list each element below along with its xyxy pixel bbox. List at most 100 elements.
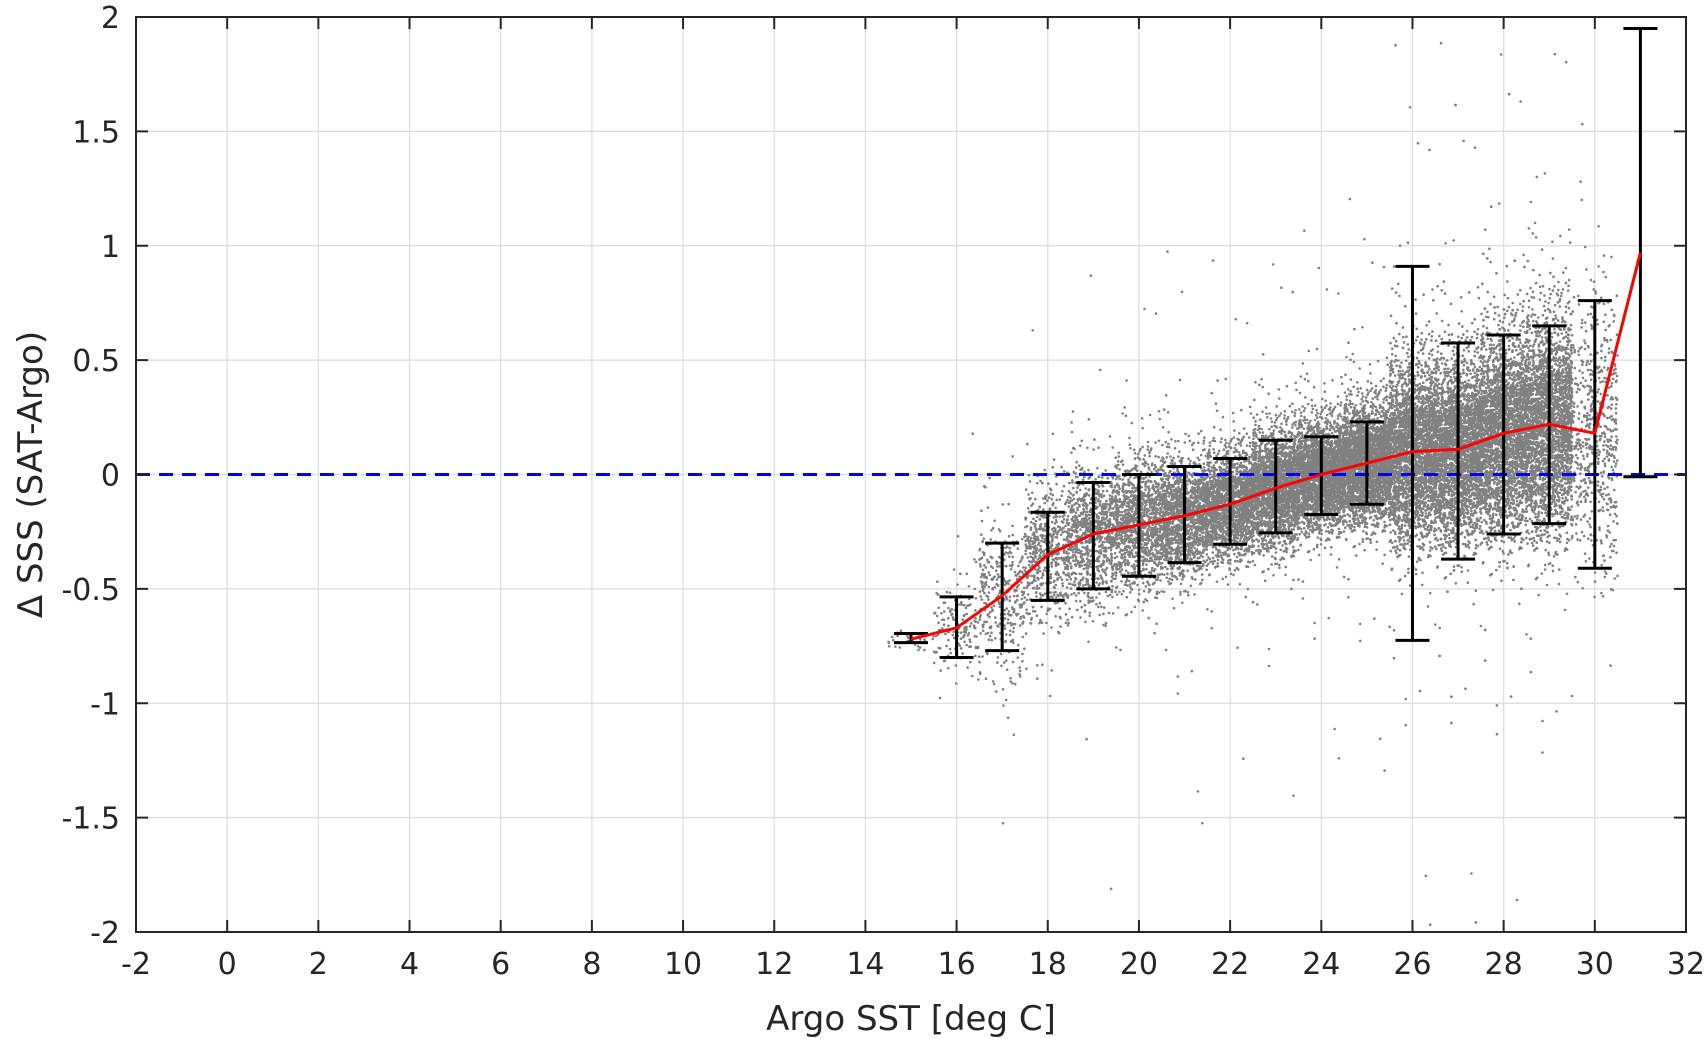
scatter-point xyxy=(1123,555,1127,558)
scatter-point xyxy=(1045,612,1048,616)
scatter-point xyxy=(958,603,961,606)
scatter-point xyxy=(1018,666,1021,669)
scatter-point xyxy=(1022,602,1026,605)
scatter-point xyxy=(906,636,910,639)
scatter-point xyxy=(1036,515,1039,519)
scatter-point xyxy=(1065,551,1068,555)
scatter-point xyxy=(1066,515,1070,518)
scatter-point xyxy=(1118,498,1121,501)
scatter-point xyxy=(1035,614,1039,617)
scatter-point xyxy=(1082,510,1085,514)
scatter-point xyxy=(1050,595,1054,599)
scatter-point xyxy=(1095,515,1099,518)
scatter-point xyxy=(1028,545,1031,548)
scatter-point xyxy=(964,606,968,610)
scatter-point xyxy=(1087,640,1090,644)
scatter-point xyxy=(1072,559,1075,562)
scatter-point xyxy=(1164,565,1167,569)
scatter-point xyxy=(1155,528,1158,532)
scatter-point xyxy=(1187,542,1191,546)
scatter-point xyxy=(960,600,963,604)
scatter-point xyxy=(987,638,991,641)
scatter-point xyxy=(1072,525,1075,528)
scatter-point xyxy=(1010,623,1013,627)
scatter-point xyxy=(1142,589,1146,593)
scatter-point xyxy=(984,580,988,584)
scatter-point xyxy=(1134,506,1138,510)
scatter-point xyxy=(1023,532,1027,536)
scatter-point xyxy=(950,607,954,611)
scatter-point xyxy=(947,666,950,670)
scatter-point xyxy=(1141,581,1145,585)
scatter-point xyxy=(1194,526,1197,529)
scatter-point xyxy=(1127,528,1130,532)
scatter-point xyxy=(1109,546,1112,549)
scatter-point xyxy=(1146,463,1150,466)
scatter-point xyxy=(1074,475,1078,479)
scatter-point xyxy=(1184,432,1187,436)
scatter-point xyxy=(1047,608,1050,611)
scatter-point xyxy=(1041,663,1044,666)
scatter-point xyxy=(1055,543,1058,547)
scatter-point xyxy=(1005,595,1008,599)
scatter-point xyxy=(1015,594,1019,598)
scatter-point xyxy=(1128,583,1132,586)
scatter-point xyxy=(1165,548,1169,552)
scatter-point xyxy=(1085,528,1088,532)
scatter-point xyxy=(1138,457,1141,460)
scatter-point xyxy=(1146,510,1149,513)
scatter-point xyxy=(1108,435,1112,438)
scatter-point xyxy=(989,610,992,614)
scatter-point xyxy=(1124,483,1127,486)
scatter-point xyxy=(899,629,903,632)
scatter-point xyxy=(1202,439,1206,443)
scatter-point xyxy=(1166,508,1170,512)
scatter-point xyxy=(1140,508,1144,512)
scatter-point xyxy=(991,680,995,683)
scatter-point xyxy=(1068,582,1072,586)
scatter-point xyxy=(1091,596,1094,599)
scatter-point xyxy=(1067,572,1070,575)
scatter-point xyxy=(1126,559,1129,562)
scatter-point xyxy=(1169,469,1172,473)
scatter-point xyxy=(946,616,950,620)
scatter-point xyxy=(1159,579,1162,582)
scatter-point xyxy=(1104,590,1108,594)
scatter-point xyxy=(1081,503,1085,506)
scatter-point xyxy=(1084,620,1087,624)
scatter-point xyxy=(1075,544,1078,548)
scatter-point xyxy=(1083,494,1086,497)
scatter-point xyxy=(1177,490,1181,493)
scatter-point xyxy=(1071,410,1075,413)
scatter-point xyxy=(1065,530,1069,533)
scatter-point xyxy=(1128,554,1132,557)
scatter-point xyxy=(1199,506,1202,509)
scatter-point xyxy=(1036,481,1039,485)
scatter-point xyxy=(937,606,940,610)
scatter-point xyxy=(1063,562,1066,566)
scatter-point xyxy=(1130,534,1133,537)
scatter-point xyxy=(1062,549,1066,552)
scatter-point xyxy=(1170,567,1173,570)
scatter-point xyxy=(1099,536,1103,539)
scatter-point xyxy=(1172,456,1175,460)
scatter-point xyxy=(1128,518,1131,521)
scatter-point xyxy=(1170,578,1174,582)
scatter-point xyxy=(1118,468,1121,471)
scatter-point xyxy=(1197,537,1200,540)
scatter-point xyxy=(1130,468,1134,471)
scatter-point xyxy=(1059,533,1063,537)
scatter-point xyxy=(1175,509,1179,513)
scatter-point xyxy=(1198,533,1202,537)
scatter-point xyxy=(969,603,972,606)
scatter-point xyxy=(1153,631,1156,635)
scatter-point xyxy=(1179,582,1183,586)
scatter-point xyxy=(942,601,946,605)
scatter-point xyxy=(1074,548,1078,552)
scatter-point xyxy=(1038,570,1042,573)
scatter-point xyxy=(966,634,970,637)
scatter-point xyxy=(990,638,994,642)
scatter-point xyxy=(1070,528,1074,531)
scatter-point xyxy=(988,476,991,480)
scatter-point xyxy=(1066,567,1070,571)
